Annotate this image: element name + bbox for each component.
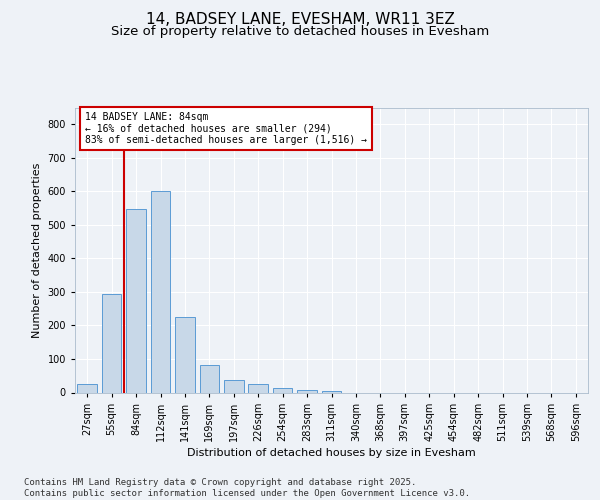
Text: Contains HM Land Registry data © Crown copyright and database right 2025.
Contai: Contains HM Land Registry data © Crown c…	[24, 478, 470, 498]
Bar	[248, 384, 268, 392]
Bar	[175, 317, 194, 392]
Bar	[224, 380, 244, 392]
Bar	[297, 390, 317, 392]
Bar	[102, 294, 121, 392]
Text: Size of property relative to detached houses in Evesham: Size of property relative to detached ho…	[111, 25, 489, 38]
X-axis label: Distribution of detached houses by size in Evesham: Distribution of detached houses by size …	[187, 448, 476, 458]
Bar	[200, 365, 219, 392]
Text: 14, BADSEY LANE, EVESHAM, WR11 3EZ: 14, BADSEY LANE, EVESHAM, WR11 3EZ	[146, 12, 454, 28]
Bar	[127, 209, 146, 392]
Bar	[322, 391, 341, 392]
Text: 14 BADSEY LANE: 84sqm
← 16% of detached houses are smaller (294)
83% of semi-det: 14 BADSEY LANE: 84sqm ← 16% of detached …	[85, 112, 367, 145]
Bar	[273, 388, 292, 392]
Bar	[151, 192, 170, 392]
Y-axis label: Number of detached properties: Number of detached properties	[32, 162, 42, 338]
Bar	[77, 384, 97, 392]
